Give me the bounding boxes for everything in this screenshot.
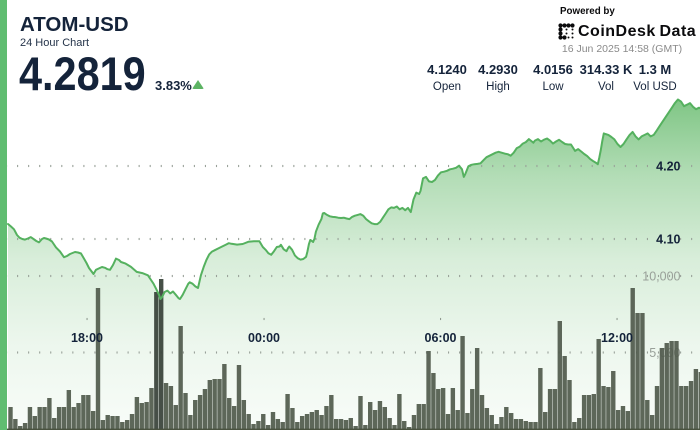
svg-text:4.10: 4.10 bbox=[656, 233, 680, 247]
svg-text:10,000: 10,000 bbox=[642, 270, 680, 284]
svg-text:18:00: 18:00 bbox=[71, 331, 103, 345]
svg-text:00:00: 00:00 bbox=[248, 331, 280, 345]
svg-text:4.20: 4.20 bbox=[656, 160, 680, 174]
svg-text:06:00: 06:00 bbox=[425, 331, 457, 345]
svg-text:12:00: 12:00 bbox=[601, 331, 633, 345]
